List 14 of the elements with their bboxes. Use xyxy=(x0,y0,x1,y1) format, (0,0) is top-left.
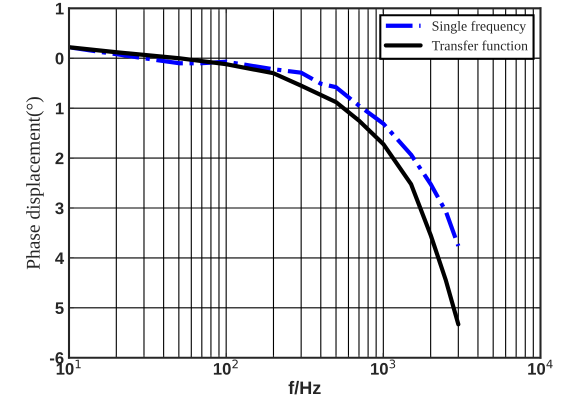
legend-label: Transfer function xyxy=(432,40,528,50)
y-tick-label: 1 xyxy=(56,2,64,14)
y-axis-title: Phase displacement(°) xyxy=(26,97,44,270)
x-tick-label: 10$^{3}$ xyxy=(371,360,396,375)
y-tick-label: 0 xyxy=(56,52,64,64)
y-tick-label: 5 xyxy=(55,302,64,314)
y-tick-label: 1 xyxy=(56,102,64,114)
x-axis-title: f/Hz xyxy=(288,380,321,394)
y-tick-label: 3 xyxy=(55,202,64,214)
x-tick-label: 10$^{2}$ xyxy=(214,360,238,375)
y-tick-label: 4 xyxy=(55,252,64,264)
x-tick-label: 10$^{4}$ xyxy=(528,360,553,375)
y-tick-label: 2 xyxy=(55,152,64,164)
legend-label: Single frequency xyxy=(432,20,526,34)
